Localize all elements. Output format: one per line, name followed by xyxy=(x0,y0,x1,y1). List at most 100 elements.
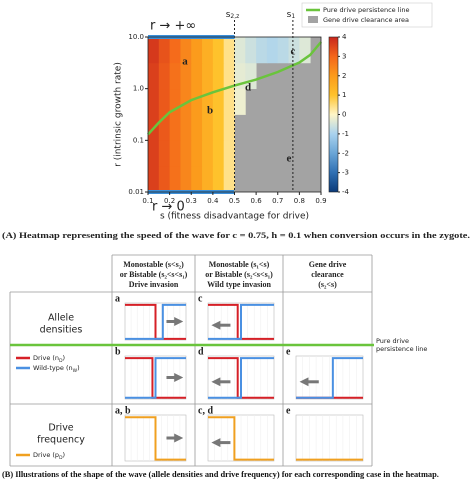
colorbar-label: 3 xyxy=(342,52,346,60)
heat-cell xyxy=(169,114,181,141)
heat-cell xyxy=(212,88,225,115)
heat-cell xyxy=(245,62,257,90)
heat-cell xyxy=(191,114,203,141)
row-label: Allele xyxy=(48,313,74,324)
threshold-base: s xyxy=(226,10,231,20)
mini-curve xyxy=(125,357,186,399)
column-header: or Bistable (s₂<s<s₁) xyxy=(205,270,273,279)
x-axis-label: s (fitness disadvantage for drive) xyxy=(160,212,309,222)
region-letter: a xyxy=(182,56,188,68)
column-header: clearance xyxy=(311,270,344,279)
heat-cell xyxy=(223,114,235,141)
column-header: Monostable (s<s₂) xyxy=(123,260,184,269)
heat-cell xyxy=(202,62,214,90)
heat-cell xyxy=(202,88,214,115)
colorbar xyxy=(328,36,339,193)
y-tick-label: 1.0 xyxy=(133,85,144,93)
heat-cell xyxy=(148,37,160,64)
heat-cell xyxy=(191,140,203,167)
threshold-sub: 1 xyxy=(291,13,295,20)
x-tick-label: 0.3 xyxy=(186,197,197,205)
region-letter: e xyxy=(287,153,292,165)
heat-cell xyxy=(245,37,257,64)
persistence-label: Pure drive xyxy=(376,337,409,345)
r-limit-high: r → +∞ xyxy=(150,19,196,34)
colorbar-label: -1 xyxy=(342,130,349,138)
column-header: Drive invasion xyxy=(129,280,179,289)
y-tick-label: 0.01 xyxy=(128,188,144,196)
cell-letter: a, b xyxy=(115,405,131,416)
colorbar-label: 4 xyxy=(342,33,347,41)
heat-cell xyxy=(158,166,171,193)
heat-cell xyxy=(148,62,160,90)
threshold-label: s2,z xyxy=(226,10,240,20)
colorbar-label: 1 xyxy=(342,91,346,99)
mini-curve xyxy=(125,357,186,399)
heat-cell xyxy=(148,140,160,167)
mini-curve xyxy=(125,303,186,340)
heat-cell xyxy=(169,140,181,167)
region-letter: b xyxy=(207,105,213,117)
legend-name: Drive (p xyxy=(33,451,59,459)
mini-curve xyxy=(125,303,186,340)
cell-letter: e xyxy=(286,405,291,416)
row-label: frequency xyxy=(37,435,85,446)
x-tick-label: 0.9 xyxy=(315,197,326,205)
heat-cell xyxy=(191,88,203,115)
r-limit-low: r → 0 xyxy=(152,200,185,215)
legend-label: Drive (pD) xyxy=(33,451,65,461)
legend-name: Drive (n xyxy=(33,354,59,362)
legend-sub: D xyxy=(59,455,63,461)
heat-cell xyxy=(223,88,235,115)
row-label: densities xyxy=(40,325,83,336)
heat-cell xyxy=(234,88,246,115)
y-tick-label: 0.1 xyxy=(133,136,144,144)
colorbar-label: -2 xyxy=(342,149,349,157)
heat-cell xyxy=(256,37,268,64)
legend-label: Wild-type (nW) xyxy=(33,364,80,374)
legend-label: Gene drive clearance area xyxy=(323,16,409,24)
caption-b: (B) Illustrations of the shape of the wa… xyxy=(2,470,439,479)
mini-curve xyxy=(125,416,186,461)
cell-letter: d xyxy=(198,346,204,357)
column-header: Gene drive xyxy=(309,260,347,269)
heat-cell xyxy=(158,62,171,90)
x-tick-label: 0.2 xyxy=(164,197,175,205)
persistence-label: persistence line xyxy=(376,345,427,353)
colorbar-label: -3 xyxy=(342,169,349,177)
row-label: Drive xyxy=(48,423,73,434)
cell-letter: c, d xyxy=(198,405,213,416)
x-tick-label: 0.4 xyxy=(207,197,219,205)
column-header: (s₂<s) xyxy=(318,280,337,289)
legend-box xyxy=(301,2,433,28)
y-tick-label: 10.0 xyxy=(128,33,144,41)
mini-curve xyxy=(208,416,274,461)
heat-cell xyxy=(212,114,225,141)
cell-letter: a xyxy=(115,293,120,304)
cell-letter: c xyxy=(198,293,203,304)
legend-swatch xyxy=(308,16,318,23)
heat-cell xyxy=(223,140,235,167)
heat-cell xyxy=(212,37,225,64)
heat-cell xyxy=(191,166,203,193)
x-tick-label: 0.5 xyxy=(229,197,240,205)
heat-cell xyxy=(299,37,311,64)
heat-cell xyxy=(266,37,279,64)
mini-curve xyxy=(208,303,274,340)
legend-end: ) xyxy=(77,364,80,372)
cell-letter: b xyxy=(115,346,121,357)
heat-cell xyxy=(169,88,181,115)
heat-cell xyxy=(158,140,171,167)
heat-cell xyxy=(212,166,225,193)
heat-cell xyxy=(277,37,289,64)
heat-cell xyxy=(202,140,214,167)
heat-cell xyxy=(223,62,235,90)
caption-a: (A) Heatmap representing the speed of th… xyxy=(2,231,470,240)
heat-cell xyxy=(169,37,181,64)
x-tick-label: 0.7 xyxy=(272,197,283,205)
heat-cell xyxy=(148,88,160,115)
heat-cell xyxy=(223,166,235,193)
heat-cell xyxy=(212,62,225,90)
heat-cell xyxy=(234,62,246,90)
